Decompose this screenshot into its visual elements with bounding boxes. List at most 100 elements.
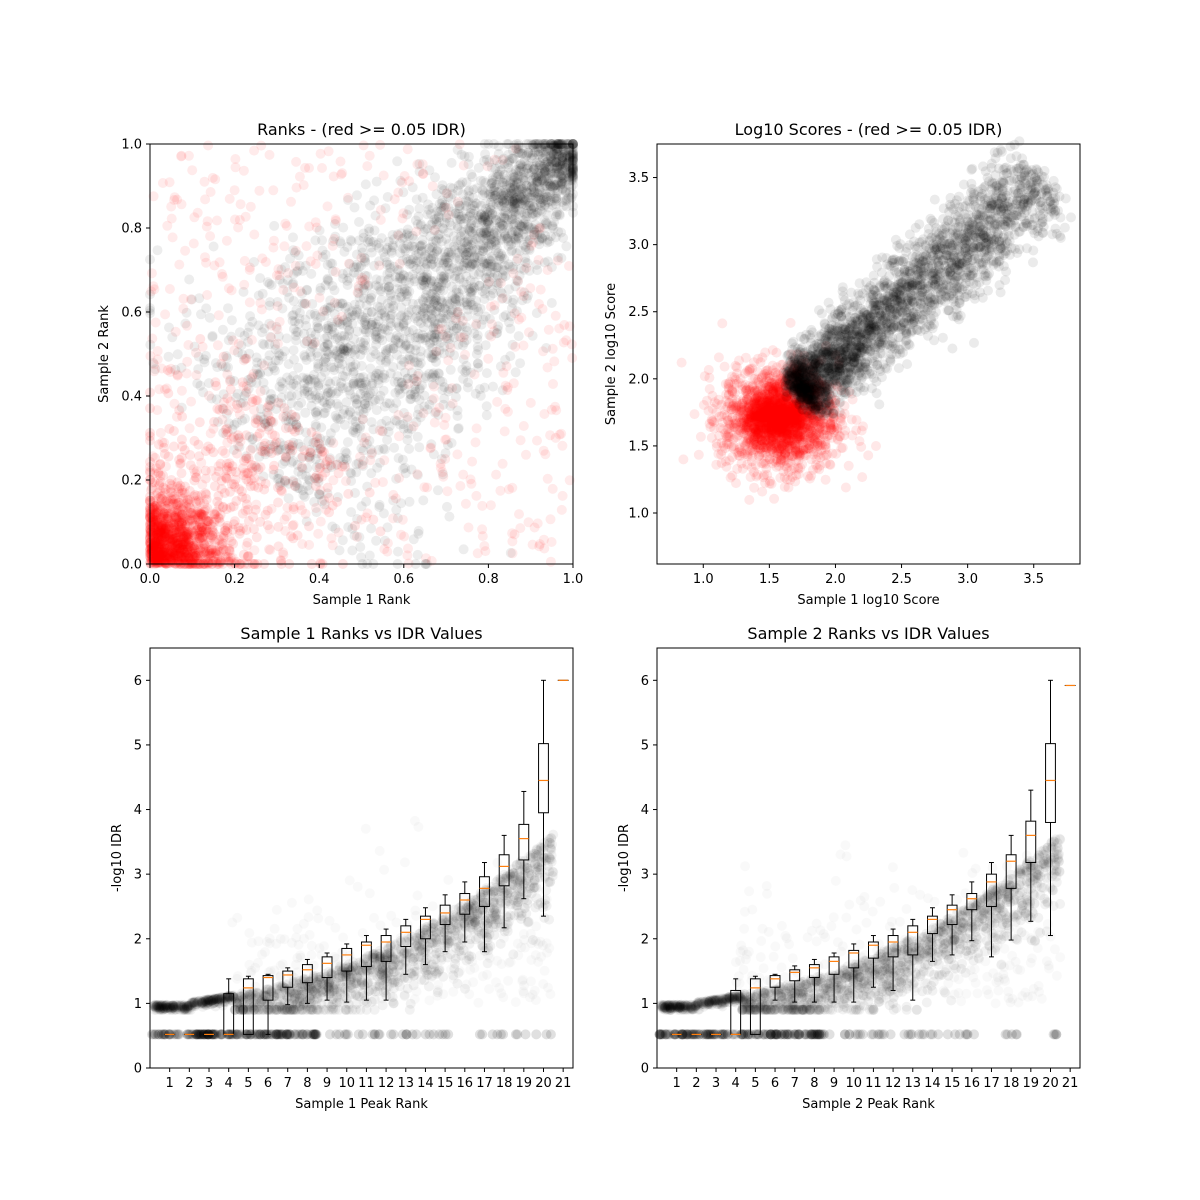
ranks-fail-point xyxy=(149,517,160,528)
ranks-fail-point xyxy=(170,545,181,556)
ranks-fail-point xyxy=(161,495,172,506)
ranks-fail-point xyxy=(472,548,483,559)
ranks-fail-point xyxy=(196,522,207,533)
ranks-fail-point xyxy=(167,535,178,545)
ranks-pass-point xyxy=(235,398,246,408)
ranks-fail-point xyxy=(152,524,163,535)
ranks-fail-point xyxy=(176,509,187,520)
ranks-fail-point xyxy=(146,517,157,528)
ranks-fail-point xyxy=(180,549,191,560)
ranks-pass-point xyxy=(198,387,209,398)
ranks-fail-point xyxy=(150,555,161,566)
ranks-pass-point xyxy=(356,501,367,512)
ranks-ytick-label: 0.6 xyxy=(121,306,142,321)
ranks-fail-point xyxy=(184,514,195,525)
ranks-fail-point xyxy=(174,522,185,533)
ranks-fail-point xyxy=(543,324,554,335)
ranks-pass-point xyxy=(394,272,405,283)
ranks-pass-point xyxy=(444,347,455,358)
ranks-pass-point xyxy=(510,367,521,378)
ranks-pass-point xyxy=(378,385,389,396)
ranks-fail-point xyxy=(165,541,176,552)
ranks-pass-point xyxy=(274,480,285,491)
ranks-fail-point xyxy=(402,144,413,155)
ranks-fail-point xyxy=(153,539,164,550)
ranks-pass-point xyxy=(424,399,435,410)
ranks-pass-point xyxy=(410,313,421,324)
ranks-pass-point xyxy=(343,522,354,533)
ranks-pass-point xyxy=(245,311,256,322)
ranks-pass-point xyxy=(339,404,350,415)
scores-fail-point xyxy=(689,409,700,420)
ranks-pass-point xyxy=(172,349,183,360)
ranks-fail-point xyxy=(171,532,182,543)
ranks-fail-point xyxy=(203,550,214,561)
ranks-fail-point xyxy=(169,507,180,518)
ranks-fail-point xyxy=(199,176,210,187)
ranks-pass-point xyxy=(292,374,303,385)
ranks-pass-point xyxy=(362,481,373,492)
ranks-fail-point xyxy=(172,539,183,550)
ranks-fail-point xyxy=(297,539,308,550)
ranks-pass-point xyxy=(278,278,288,289)
ranks-fail-point xyxy=(162,553,173,564)
ranks-fail-point xyxy=(189,530,200,541)
ranks-fail-point xyxy=(158,536,168,547)
ranks-fail-point xyxy=(286,531,296,542)
ranks-fail-point xyxy=(149,554,160,565)
ranks-pass-point xyxy=(414,158,425,169)
ranks-fail-point xyxy=(188,238,199,249)
ranks-pass-point xyxy=(400,462,410,473)
ranks-pass-point xyxy=(287,279,298,290)
ranks-pass-point xyxy=(285,448,296,459)
ranks-pass-point xyxy=(244,348,255,359)
ranks-fail-point xyxy=(176,509,187,520)
ranks-fail-point xyxy=(172,552,183,563)
ranks-pass-point xyxy=(479,382,490,393)
scores-fail-point xyxy=(695,431,706,442)
ranks-pass-point xyxy=(477,245,488,256)
ranks-pass-point xyxy=(170,364,181,375)
ranks-fail-point xyxy=(471,423,482,434)
ranks-fail-point xyxy=(146,543,157,554)
ranks-fail-point xyxy=(151,540,162,551)
ranks-fail-point xyxy=(149,504,160,515)
ranks-pass-point xyxy=(325,396,335,406)
ranks-fail-point xyxy=(193,531,204,541)
ranks-pass-point xyxy=(473,306,484,317)
ranks-fail-point xyxy=(154,493,164,504)
ranks-pass-point xyxy=(332,492,343,503)
ranks-fail-point xyxy=(178,539,189,550)
ranks-fail-point xyxy=(152,528,163,539)
ranks-pass-point xyxy=(388,495,399,506)
ranks-fail-point xyxy=(151,554,161,565)
ranks-fail-point xyxy=(164,548,175,559)
ranks-pass-point xyxy=(364,550,375,561)
ranks-fail-point xyxy=(518,421,529,431)
ranks-fail-point xyxy=(151,537,162,548)
ranks-pass-point xyxy=(340,302,351,313)
ranks-pass-point xyxy=(260,449,271,460)
ranks-xtick-label: 0.4 xyxy=(309,572,330,587)
ranks-pass-point xyxy=(380,324,390,335)
ranks-fail-point xyxy=(377,477,388,488)
ranks-pass-point xyxy=(489,305,500,315)
ranks-pass-point xyxy=(431,216,442,227)
ranks-fail-point xyxy=(153,542,164,553)
ranks-fail-point xyxy=(170,522,180,533)
ranks-fail-point xyxy=(156,522,166,533)
ranks-fail-point xyxy=(200,554,211,565)
ranks-fail-point xyxy=(242,551,253,561)
ranks-fail-point xyxy=(230,154,241,164)
ranks-pass-point xyxy=(420,332,431,343)
ranks-fail-point xyxy=(169,491,180,502)
ranks-fail-point xyxy=(202,557,213,568)
ranks-pass-point xyxy=(488,381,498,392)
ranks-fail-point xyxy=(172,544,183,554)
ranks-pass-point xyxy=(509,181,520,192)
ranks-pass-point xyxy=(518,229,529,240)
ranks-fail-point xyxy=(525,397,536,408)
ranks-fail-point xyxy=(169,540,180,551)
ranks-fail-point xyxy=(205,550,216,561)
ranks-fail-point xyxy=(157,539,168,550)
